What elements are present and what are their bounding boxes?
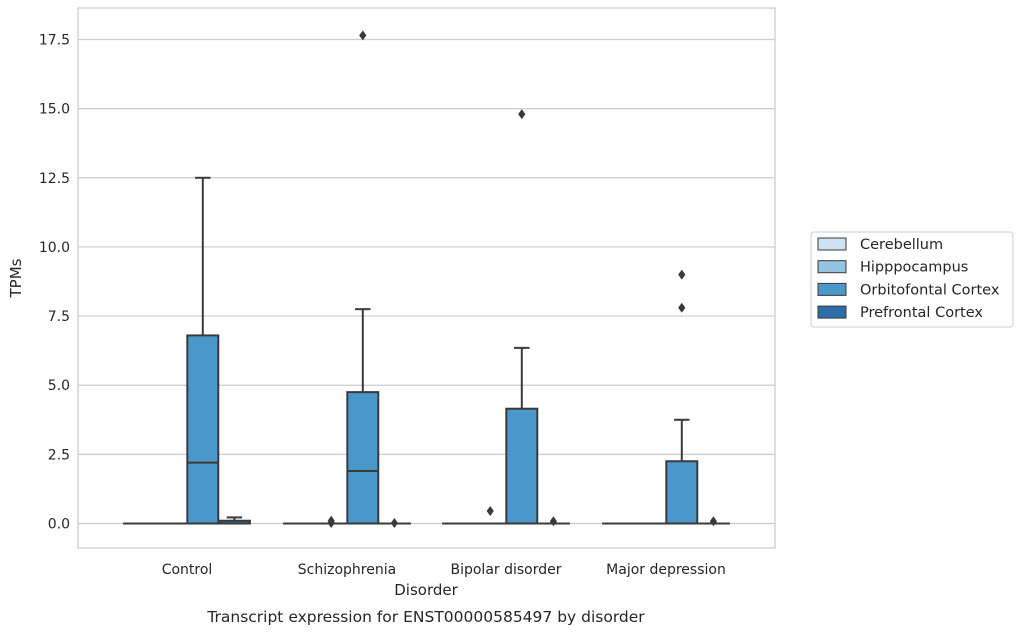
y-tick-label: 12.5 [39, 171, 70, 187]
legend-label: Hipppocampus [860, 260, 968, 276]
y-tick-label: 17.5 [39, 33, 70, 49]
legend-swatch [818, 283, 846, 295]
x-tick-label: Schizophrenia [298, 562, 396, 578]
x-axis-ticks: Control Schizophrenia Bipolar disorder Majo… [162, 562, 726, 578]
y-tick-label: 7.5 [48, 309, 70, 325]
x-axis-label: Disorder [394, 581, 458, 599]
x-tick-label: Bipolar disorder [450, 562, 561, 578]
y-tick-label: 0.0 [48, 517, 70, 533]
y-axis-label: TPMs [7, 258, 25, 298]
box-body [666, 461, 697, 523]
legend-label: Prefrontal Cortex [860, 305, 983, 321]
y-tick-label: 15.0 [39, 102, 70, 118]
y-tick-label: 10.0 [39, 240, 70, 256]
y-axis-ticks: 0.0 2.5 5.0 7.5 10.0 12.5 15.0 17.5 [39, 33, 70, 533]
legend-label: Cerebellum [860, 237, 943, 253]
legend: Cerebellum Hipppocampus Orbitofontal Corte… [811, 232, 1013, 327]
legend-swatch [818, 306, 846, 318]
legend-label: Orbitofontal Cortex [860, 282, 1000, 298]
box-body [187, 335, 218, 523]
x-tick-label: Major depression [606, 562, 726, 578]
y-tick-label: 5.0 [48, 378, 70, 394]
legend-swatch [818, 261, 846, 273]
x-tick-label: Control [162, 562, 213, 578]
chart-caption: Transcript expression for ENST0000058549… [206, 608, 645, 626]
box-body [347, 392, 378, 523]
y-tick-label: 2.5 [48, 447, 70, 463]
legend-swatch [818, 238, 846, 250]
box-body [506, 409, 537, 524]
